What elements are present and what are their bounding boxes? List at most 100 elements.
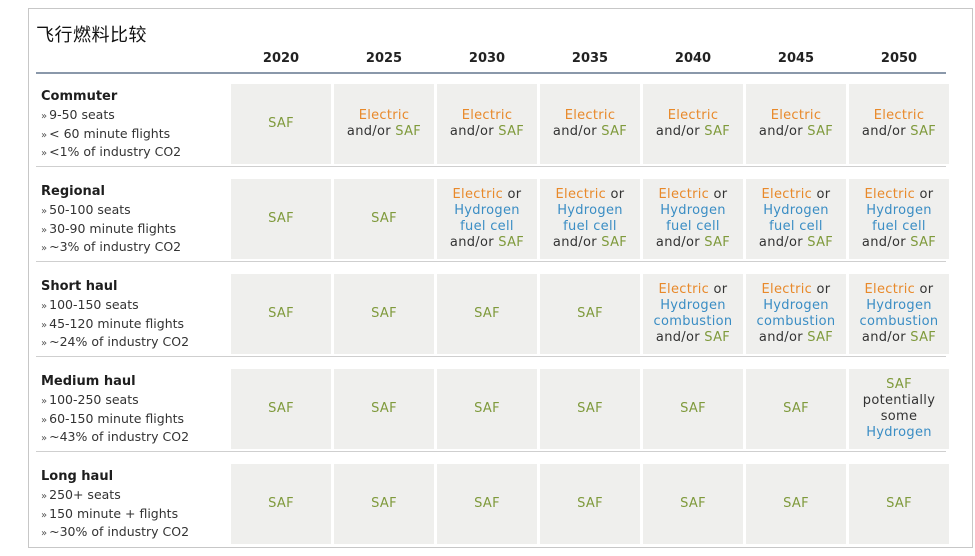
- row-label: Medium haul» 100-250 seats» 60-150 minute …: [41, 373, 231, 448]
- fuel-cell-2040: Electric and/or SAF: [643, 84, 743, 164]
- saf-label: SAF: [371, 496, 397, 511]
- connector-text: and/or: [758, 235, 808, 250]
- row-bullet: » 250+ seats: [41, 487, 231, 506]
- hydrogen-label: combustion: [653, 314, 733, 329]
- saf-label: SAF: [498, 235, 525, 250]
- fuel-cell-2050: Electric or Hydrogen fuel cell and/or SAF: [849, 179, 949, 259]
- saf-label: SAF: [807, 235, 834, 250]
- connector-text: or: [709, 282, 728, 297]
- saf-label: SAF: [680, 496, 706, 511]
- hydrogen-label: fuel cell: [563, 219, 617, 234]
- saf-label: SAF: [474, 306, 500, 321]
- cell-line: and/or SAF: [656, 235, 730, 251]
- electric-label: Electric: [864, 187, 916, 202]
- fuel-cell-2020: SAF: [231, 464, 331, 544]
- bullet-marker-icon: »: [41, 206, 48, 217]
- saf-label: SAF: [601, 124, 628, 139]
- cell-line: SAF: [371, 211, 397, 227]
- cell-line: SAF: [680, 401, 706, 417]
- saf-label: SAF: [704, 124, 731, 139]
- saf-label: SAF: [577, 401, 603, 416]
- year-header-2040: 2040: [674, 51, 712, 66]
- fuel-cell-2020: SAF: [231, 369, 331, 449]
- cell-line: fuel cell: [666, 219, 720, 235]
- category-name: Regional: [41, 184, 106, 199]
- bullet-text: ~30% of industry CO2: [49, 524, 190, 539]
- cell-line: potentially: [863, 393, 935, 409]
- bullet-marker-icon: »: [41, 111, 48, 122]
- bullet-marker-icon: »: [41, 491, 48, 502]
- electric-label: Electric: [658, 187, 710, 202]
- connector-text: or: [915, 282, 934, 297]
- fuel-cell-2030: SAF: [437, 369, 537, 449]
- cell-line: Electric or: [556, 187, 625, 203]
- row-divider: [36, 451, 946, 452]
- cell-line: SAF: [577, 306, 603, 322]
- cell-line: and/or SAF: [553, 124, 627, 140]
- cell-line: SAF: [577, 496, 603, 512]
- bullet-text: 60-150 minute flights: [49, 410, 185, 426]
- fuel-cell-2035: SAF: [540, 369, 640, 449]
- cell-line: and/or SAF: [553, 235, 627, 251]
- fuel-cell-2050: Electric and/or SAF: [849, 84, 949, 164]
- row-bullet: » ~24% of industry CO2: [41, 334, 231, 353]
- cell-line: and/or SAF: [759, 235, 833, 251]
- hydrogen-label: Hydrogen: [454, 203, 520, 218]
- row-bullet: » 150 minute + flights: [41, 506, 231, 525]
- connector-text: and/or: [449, 124, 499, 139]
- cell-line: Hydrogen: [763, 298, 829, 314]
- hydrogen-label: Hydrogen: [763, 203, 829, 218]
- fuel-cell-2045: Electric and/or SAF: [746, 84, 846, 164]
- cell-line: and/or SAF: [862, 330, 936, 346]
- cell-line: Electric or: [659, 187, 728, 203]
- cell-line: and/or SAF: [450, 235, 524, 251]
- saf-label: SAF: [371, 306, 397, 321]
- connector-text: or: [812, 187, 831, 202]
- cell-line: Hydrogen: [660, 298, 726, 314]
- hydrogen-label: Hydrogen: [763, 298, 829, 313]
- row-divider: [36, 166, 946, 167]
- bullet-marker-icon: »: [41, 338, 48, 349]
- cell-line: Hydrogen: [557, 203, 623, 219]
- connector-text: and/or: [655, 330, 705, 345]
- cell-line: SAF: [474, 496, 500, 512]
- cell-line: SAF: [783, 401, 809, 417]
- fuel-cell-2050: Electric or Hydrogen combustion and/or SAF: [849, 274, 949, 354]
- connector-text: or: [503, 187, 522, 202]
- bullet-marker-icon: »: [41, 129, 48, 141]
- connector-text: and/or: [861, 124, 911, 139]
- row-bullet: » 30-90 minute flights: [41, 221, 231, 240]
- cell-line: fuel cell: [872, 219, 926, 235]
- cell-line: SAF: [268, 496, 294, 512]
- hydrogen-label: fuel cell: [666, 219, 720, 234]
- cell-line: and/or SAF: [759, 124, 833, 140]
- fuel-cell-2040: Electric or Hydrogen fuel cell and/or SAF: [643, 179, 743, 259]
- bullet-marker-icon: »: [41, 414, 48, 426]
- cell-line: some: [881, 409, 918, 425]
- fuel-cell-2030: SAF: [437, 464, 537, 544]
- hydrogen-label: Hydrogen: [866, 298, 932, 313]
- connector-text: or: [606, 187, 625, 202]
- saf-label: SAF: [268, 211, 294, 226]
- saf-label: SAF: [910, 124, 937, 139]
- row-bullet: » 60-150 minute flights: [41, 411, 231, 430]
- electric-label: Electric: [873, 108, 925, 123]
- year-header-2025: 2025: [365, 51, 403, 66]
- electric-label: Electric: [761, 282, 813, 297]
- cell-line: SAF: [268, 401, 294, 417]
- connector-text: and/or: [655, 235, 705, 250]
- bullet-text: 9-50 seats: [49, 107, 115, 122]
- year-header-row: 2020 2025 2030 2035 2040 2045 2050: [36, 48, 946, 74]
- cell-line: SAF: [474, 401, 500, 417]
- year-header-2045: 2045: [777, 51, 815, 66]
- row-bullet: » < 60 minute flights: [41, 126, 231, 145]
- saf-label: SAF: [704, 235, 731, 250]
- year-header-2050: 2050: [880, 51, 918, 66]
- row-bullet: » 100-150 seats: [41, 297, 231, 316]
- cell-line: Electric or: [659, 282, 728, 298]
- saf-label: SAF: [807, 330, 834, 345]
- saf-label: SAF: [371, 401, 397, 416]
- cell-line: SAF: [886, 377, 912, 393]
- year-header-2030: 2030: [468, 51, 506, 66]
- fuel-cell-2035: SAF: [540, 274, 640, 354]
